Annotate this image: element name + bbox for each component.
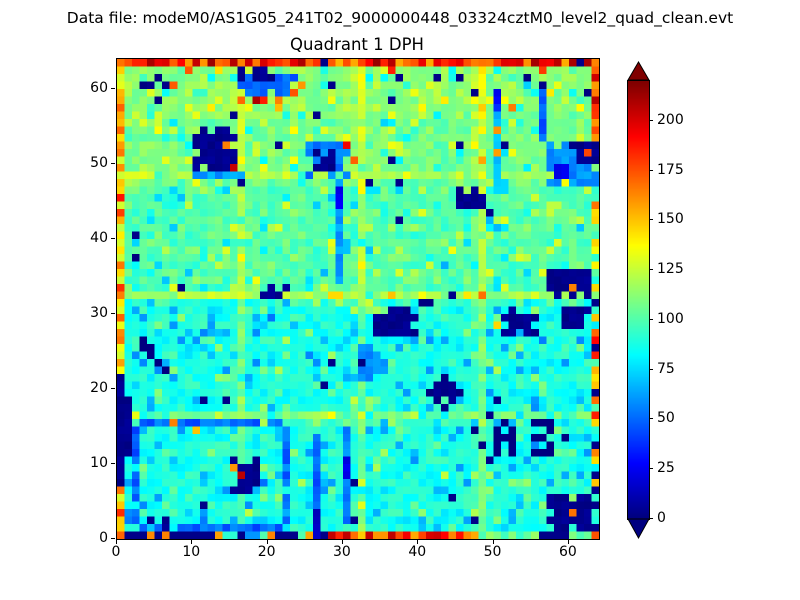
heatmap-canvas xyxy=(117,59,599,539)
axes-frame xyxy=(116,58,600,540)
x-tick-mark xyxy=(191,540,193,544)
colorbar-tick-mark xyxy=(649,169,653,171)
y-tick-label: 20 xyxy=(90,380,108,396)
datafile-suptitle: Data file: modeM0/AS1G05_241T02_90000004… xyxy=(66,9,734,27)
colorbar-arrow-up xyxy=(627,61,650,81)
y-tick-label: 30 xyxy=(90,305,108,321)
colorbar-tick-mark xyxy=(649,269,653,271)
colorbar-tick-mark xyxy=(649,119,653,121)
x-tick-mark xyxy=(116,540,117,544)
x-tick-mark xyxy=(341,540,343,544)
colorbar-arrow-down xyxy=(627,518,650,540)
x-tick-mark xyxy=(567,540,569,544)
colorbar-tick-mark xyxy=(649,518,653,519)
colorbar-tick-label: 25 xyxy=(657,460,675,477)
colorbar-tick-mark xyxy=(649,368,653,370)
plot-title: Quadrant 1 DPH xyxy=(290,35,424,54)
y-tick-mark xyxy=(111,538,115,539)
y-tick-label: 0 xyxy=(99,530,108,546)
x-tick-mark xyxy=(492,540,494,544)
y-tick-mark xyxy=(111,388,115,389)
colorbar-tick-mark xyxy=(649,219,653,221)
colorbar-tick-label: 175 xyxy=(657,161,684,178)
colorbar-tick-mark xyxy=(649,318,653,320)
x-tick-label: 0 xyxy=(111,544,121,560)
y-tick-label: 50 xyxy=(90,155,108,171)
x-tick-label: 10 xyxy=(182,544,201,560)
x-tick-label: 20 xyxy=(257,544,276,560)
colorbar-tick-label: 125 xyxy=(657,261,684,278)
y-tick-mark xyxy=(111,238,115,239)
colorbar xyxy=(627,80,650,520)
y-tick-mark xyxy=(111,463,115,464)
x-tick-label: 60 xyxy=(558,544,577,560)
colorbar-tick-label: 0 xyxy=(657,510,666,526)
y-tick-mark xyxy=(111,163,115,164)
colorbar-tick-label: 50 xyxy=(657,410,675,427)
colorbar-tick-mark xyxy=(649,468,653,470)
colorbar-gradient xyxy=(628,81,649,519)
x-tick-label: 30 xyxy=(333,544,351,560)
x-tick-mark xyxy=(417,540,419,544)
x-tick-mark xyxy=(266,540,268,544)
x-tick-label: 50 xyxy=(483,544,502,560)
y-tick-mark xyxy=(111,313,115,314)
y-tick-label: 40 xyxy=(90,230,108,246)
colorbar-tick-label: 200 xyxy=(657,111,684,128)
x-tick-label: 40 xyxy=(408,544,427,560)
y-tick-label: 10 xyxy=(90,455,108,471)
colorbar-tick-label: 150 xyxy=(657,211,684,228)
y-tick-label: 60 xyxy=(90,80,108,96)
y-tick-mark xyxy=(111,88,115,89)
colorbar-tick-label: 75 xyxy=(657,360,675,377)
colorbar-tick-mark xyxy=(649,418,653,420)
colorbar-tick-label: 100 xyxy=(657,310,684,327)
